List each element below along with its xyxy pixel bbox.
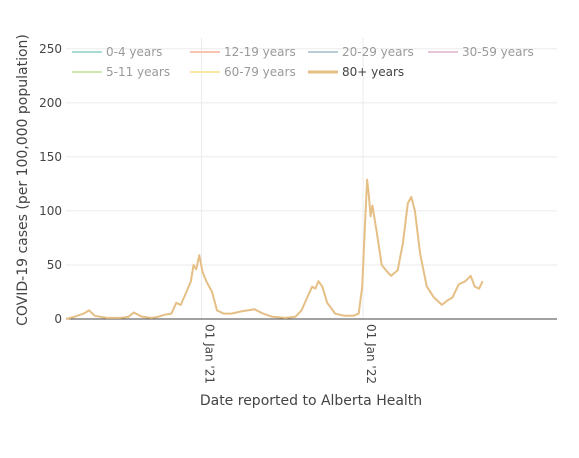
y-tick-labels: 0 50 100 150 200 250 xyxy=(39,42,62,326)
y-tick-label: 250 xyxy=(39,42,62,56)
legend-label: 5-11 years xyxy=(106,65,170,79)
legend-item[interactable]: 80+ years xyxy=(308,65,404,79)
y-tick-label: 50 xyxy=(47,258,62,272)
y-tick-label: 100 xyxy=(39,204,62,218)
legend-label: 0-4 years xyxy=(106,45,162,59)
x-tick-labels: 01 Jan '21 01 Jan '22 xyxy=(202,324,378,384)
grid xyxy=(66,38,557,319)
x-axis-title: Date reported to Alberta Health xyxy=(200,393,422,409)
legend-item[interactable]: 0-4 years xyxy=(72,45,162,59)
legend-label: 20-29 years xyxy=(342,45,414,59)
y-tick-label: 0 xyxy=(54,312,62,326)
y-tick-label: 200 xyxy=(39,96,62,110)
x-tick-label: 01 Jan '21 xyxy=(202,324,216,384)
legend-label: 60-79 years xyxy=(224,65,296,79)
legend-item[interactable]: 30-59 years xyxy=(428,45,534,59)
legend-label: 30-59 years xyxy=(462,45,534,59)
x-tick-label: 01 Jan '22 xyxy=(364,324,378,384)
plot-area xyxy=(65,178,484,320)
legend-item[interactable]: 60-79 years xyxy=(190,65,296,79)
legend-item[interactable]: 5-11 years xyxy=(72,65,170,79)
legend-item[interactable]: 20-29 years xyxy=(308,45,414,59)
y-tick-label: 150 xyxy=(39,150,62,164)
series-line[interactable] xyxy=(65,178,484,320)
legend-label: 12-19 years xyxy=(224,45,296,59)
legend-item[interactable]: 12-19 years xyxy=(190,45,296,59)
y-axis-title: COVID-19 cases (per 100,000 population) xyxy=(15,34,31,326)
legend[interactable]: 0-4 years 12-19 years 20-29 years 30-59 yea… xyxy=(72,45,534,79)
legend-label: 80+ years xyxy=(342,65,404,79)
